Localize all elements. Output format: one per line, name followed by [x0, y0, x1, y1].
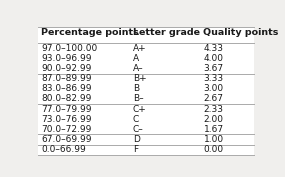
- Text: C–: C–: [133, 125, 144, 134]
- Text: 1.00: 1.00: [203, 135, 224, 144]
- Text: 77.0–79.99: 77.0–79.99: [41, 105, 92, 113]
- Text: 4.33: 4.33: [203, 44, 223, 53]
- Text: 83.0–86.99: 83.0–86.99: [41, 84, 92, 93]
- Text: 90.0–92.99: 90.0–92.99: [41, 64, 91, 73]
- Text: F: F: [133, 145, 138, 154]
- Text: 87.0–89.99: 87.0–89.99: [41, 74, 92, 83]
- Text: B–: B–: [133, 94, 143, 103]
- Text: D: D: [133, 135, 140, 144]
- Text: 1.67: 1.67: [203, 125, 224, 134]
- Text: 3.00: 3.00: [203, 84, 224, 93]
- Text: 73.0–76.99: 73.0–76.99: [41, 115, 92, 124]
- Text: 97.0–100.00: 97.0–100.00: [41, 44, 97, 53]
- Text: B: B: [133, 84, 139, 93]
- Text: Letter grade: Letter grade: [133, 28, 200, 38]
- Text: 2.33: 2.33: [203, 105, 223, 113]
- Text: 80.0–82.99: 80.0–82.99: [41, 94, 91, 103]
- Text: A+: A+: [133, 44, 146, 53]
- Text: 0.00: 0.00: [203, 145, 224, 154]
- Text: A–: A–: [133, 64, 143, 73]
- Text: 70.0–72.99: 70.0–72.99: [41, 125, 91, 134]
- Text: 67.0–69.99: 67.0–69.99: [41, 135, 92, 144]
- Text: C+: C+: [133, 105, 146, 113]
- Text: 2.67: 2.67: [203, 94, 223, 103]
- Text: A: A: [133, 54, 139, 63]
- Text: 3.33: 3.33: [203, 74, 224, 83]
- Text: 3.67: 3.67: [203, 64, 224, 73]
- Text: Quality points: Quality points: [203, 28, 279, 38]
- Text: Percentage points: Percentage points: [41, 28, 139, 38]
- Text: B+: B+: [133, 74, 146, 83]
- Text: C: C: [133, 115, 139, 124]
- Text: 0.0–66.99: 0.0–66.99: [41, 145, 86, 154]
- Text: 4.00: 4.00: [203, 54, 223, 63]
- Text: 2.00: 2.00: [203, 115, 223, 124]
- Text: 93.0–96.99: 93.0–96.99: [41, 54, 92, 63]
